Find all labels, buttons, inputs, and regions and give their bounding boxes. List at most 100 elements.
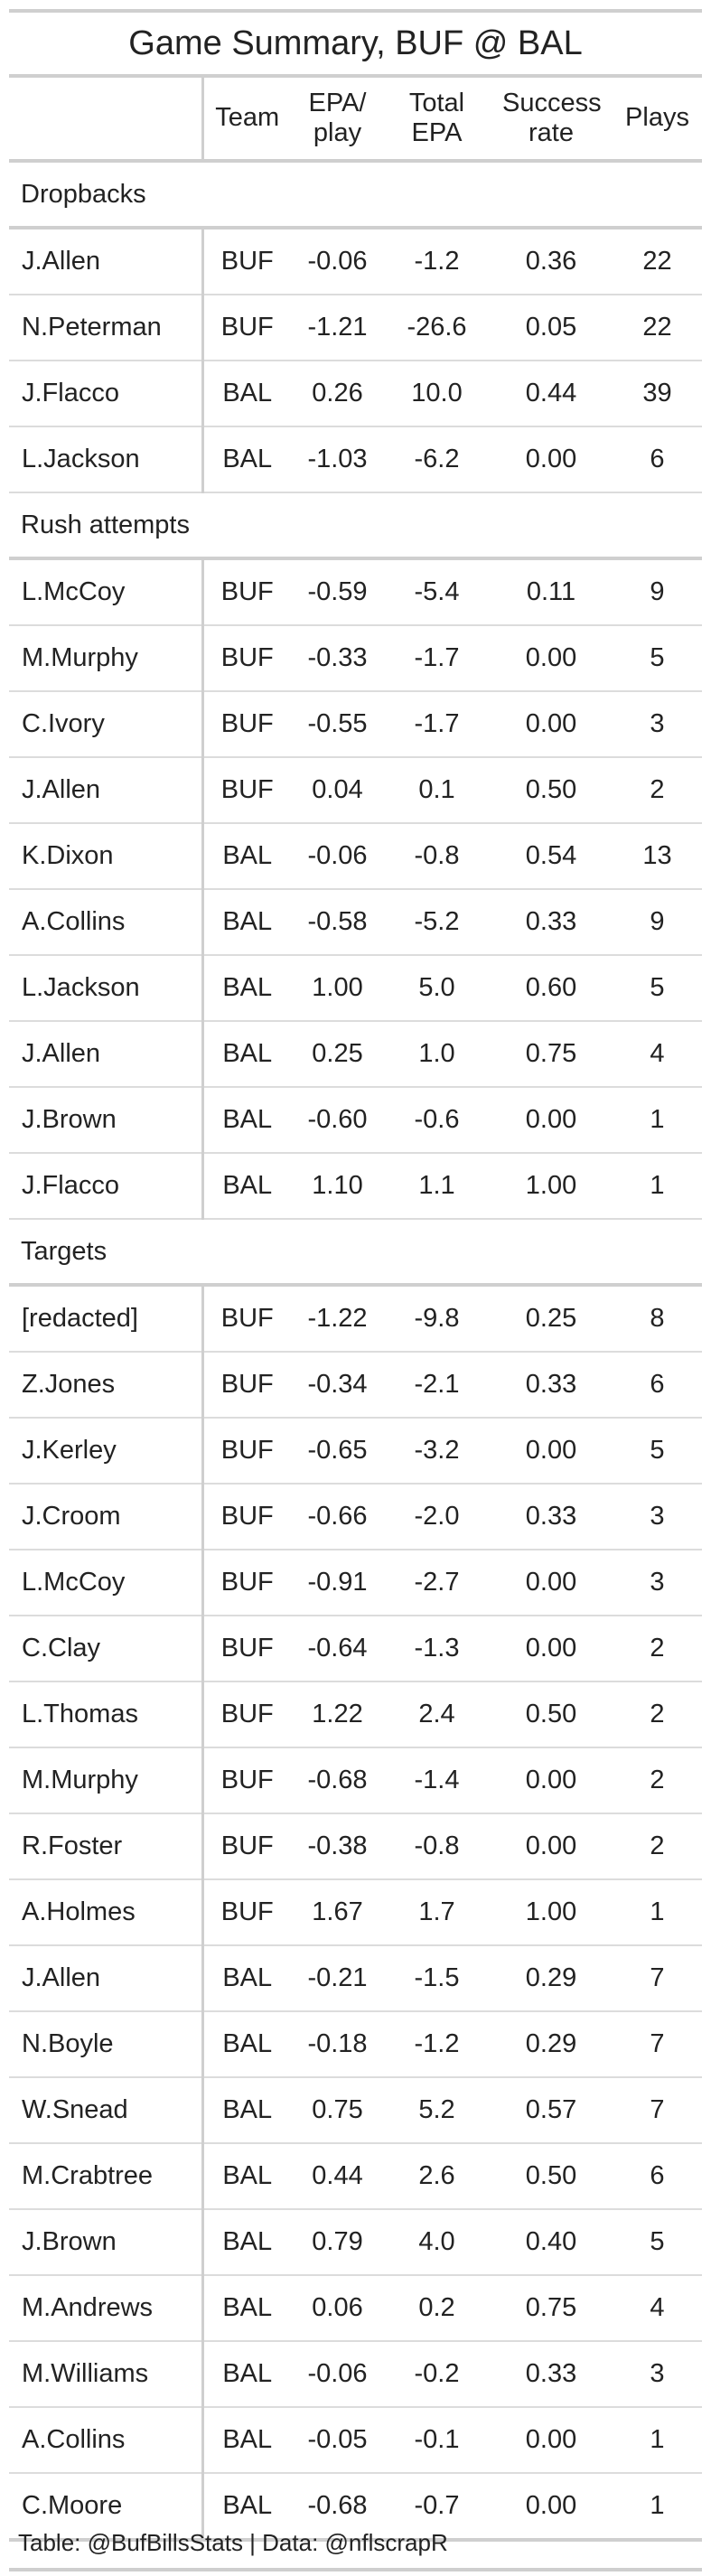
- player-cell: J.Kerley: [9, 1418, 204, 1485]
- total-epa-cell: 1.7: [384, 1879, 490, 1946]
- success-rate-cell: 1.00: [490, 1153, 613, 1220]
- player-cell: J.Allen: [9, 757, 204, 824]
- success-rate-cell: 0.00: [490, 1087, 613, 1154]
- table-row: C.Ivory BUF -0.55 -1.7 0.00 3: [9, 691, 702, 758]
- team-cell: BUF: [202, 1418, 291, 1485]
- epa-play-cell: 0.25: [291, 1021, 384, 1088]
- epa-play-cell: 0.26: [291, 361, 384, 427]
- epa-play-cell: -1.03: [291, 426, 384, 493]
- player-cell: L.McCoy: [9, 1550, 204, 1616]
- player-cell: J.Brown: [9, 2209, 204, 2276]
- plays-cell: 7: [613, 1945, 702, 2012]
- table-row: J.Kerley BUF -0.65 -3.2 0.00 5: [9, 1418, 702, 1485]
- team-cell: BUF: [202, 228, 291, 295]
- table-row: L.Thomas BUF 1.22 2.4 0.50 2: [9, 1681, 702, 1748]
- col-header-team: Team: [202, 78, 291, 163]
- player-cell: J.Allen: [9, 1021, 204, 1088]
- success-rate-cell: 0.75: [490, 1021, 613, 1088]
- success-rate-cell: 0.50: [490, 757, 613, 824]
- team-cell: BAL: [202, 426, 291, 493]
- total-epa-cell: -0.6: [384, 1087, 490, 1154]
- plays-cell: 1: [613, 1153, 702, 1220]
- success-rate-cell: 0.00: [490, 426, 613, 493]
- player-cell: A.Collins: [9, 889, 204, 956]
- success-rate-cell: 0.33: [490, 1352, 613, 1419]
- group-label: Dropbacks: [9, 161, 702, 229]
- table-row: J.Allen BAL -0.21 -1.5 0.29 7: [9, 1945, 702, 2012]
- success-rate-cell: 0.57: [490, 2077, 613, 2144]
- total-epa-cell: 1.0: [384, 1021, 490, 1088]
- epa-play-cell: -1.21: [291, 295, 384, 361]
- total-epa-cell: 5.2: [384, 2077, 490, 2144]
- table-body: Dropbacks J.Allen BUF -0.06 -1.2 0.36 22 N.Pete…: [9, 161, 702, 2542]
- success-rate-cell: 0.11: [490, 558, 613, 626]
- epa-play-cell: 0.04: [291, 757, 384, 824]
- title-bar: Game Summary, BUF @ BAL: [9, 9, 702, 78]
- table-row: L.Jackson BAL -1.03 -6.2 0.00 6: [9, 426, 702, 493]
- group-header-row: Targets: [9, 1219, 702, 1287]
- team-cell: BAL: [202, 2341, 291, 2408]
- success-rate-cell: 0.29: [490, 2011, 613, 2078]
- plays-cell: 7: [613, 2011, 702, 2078]
- group-label: Rush attempts: [9, 492, 702, 560]
- plays-cell: 22: [613, 295, 702, 361]
- table-row: J.Brown BAL -0.60 -0.6 0.00 1: [9, 1087, 702, 1154]
- success-rate-cell: 0.44: [490, 361, 613, 427]
- table-row: A.Collins BAL -0.58 -5.2 0.33 9: [9, 889, 702, 956]
- plays-cell: 5: [613, 955, 702, 1022]
- total-epa-cell: 4.0: [384, 2209, 490, 2276]
- player-cell: M.Crabtree: [9, 2143, 204, 2210]
- player-cell: W.Snead: [9, 2077, 204, 2144]
- epa-play-cell: 0.79: [291, 2209, 384, 2276]
- player-cell: M.Murphy: [9, 1747, 204, 1814]
- plays-cell: 8: [613, 1285, 702, 1353]
- plays-cell: 2: [613, 1681, 702, 1748]
- total-epa-cell: -1.7: [384, 625, 490, 692]
- total-epa-cell: 2.4: [384, 1681, 490, 1748]
- table-row: M.Murphy BUF -0.33 -1.7 0.00 5: [9, 625, 702, 692]
- team-cell: BUF: [202, 1879, 291, 1946]
- table-row: J.Brown BAL 0.79 4.0 0.40 5: [9, 2209, 702, 2276]
- col-header-player: [9, 78, 204, 163]
- epa-play-cell: -0.68: [291, 1747, 384, 1814]
- total-epa-cell: 1.1: [384, 1153, 490, 1220]
- plays-cell: 4: [613, 1021, 702, 1088]
- epa-play-cell: -0.34: [291, 1352, 384, 1419]
- epa-play-cell: -0.60: [291, 1087, 384, 1154]
- plays-cell: 22: [613, 228, 702, 295]
- success-rate-cell: 1.00: [490, 1879, 613, 1946]
- player-cell: J.Croom: [9, 1484, 204, 1550]
- plays-cell: 4: [613, 2275, 702, 2342]
- player-cell: C.Ivory: [9, 691, 204, 758]
- team-cell: BUF: [202, 1285, 291, 1353]
- table-row: R.Foster BUF -0.38 -0.8 0.00 2: [9, 1813, 702, 1880]
- team-cell: BUF: [202, 625, 291, 692]
- team-cell: BAL: [202, 955, 291, 1022]
- epa-play-cell: -0.06: [291, 2341, 384, 2408]
- team-cell: BUF: [202, 757, 291, 824]
- player-cell: L.Jackson: [9, 426, 204, 493]
- team-cell: BAL: [202, 1021, 291, 1088]
- epa-play-cell: -0.66: [291, 1484, 384, 1550]
- success-rate-cell: 0.00: [490, 2473, 613, 2542]
- team-cell: BUF: [202, 1681, 291, 1748]
- epa-play-cell: 1.67: [291, 1879, 384, 1946]
- team-cell: BAL: [202, 361, 291, 427]
- table-row: M.Williams BAL -0.06 -0.2 0.33 3: [9, 2341, 702, 2408]
- success-rate-cell: 0.00: [490, 1747, 613, 1814]
- total-epa-cell: -0.7: [384, 2473, 490, 2542]
- plays-cell: 1: [613, 2473, 702, 2542]
- total-epa-cell: -5.2: [384, 889, 490, 956]
- epa-play-cell: 0.75: [291, 2077, 384, 2144]
- group-header-row: Dropbacks: [9, 161, 702, 229]
- epa-play-cell: -0.06: [291, 823, 384, 890]
- team-cell: BAL: [202, 2209, 291, 2276]
- success-rate-cell: 0.33: [490, 889, 613, 956]
- success-rate-cell: 0.00: [490, 1550, 613, 1616]
- total-epa-cell: -1.2: [384, 228, 490, 295]
- team-cell: BAL: [202, 1945, 291, 2012]
- table-row: K.Dixon BAL -0.06 -0.8 0.54 13: [9, 823, 702, 890]
- team-cell: BUF: [202, 1813, 291, 1880]
- plays-cell: 5: [613, 625, 702, 692]
